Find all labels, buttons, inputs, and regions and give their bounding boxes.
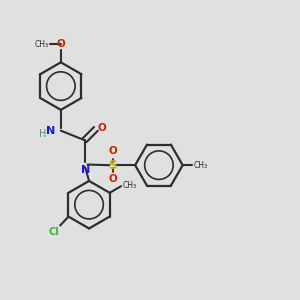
Text: Cl: Cl [48, 227, 59, 237]
Text: CH₃: CH₃ [34, 40, 48, 49]
Text: CH₃: CH₃ [122, 181, 136, 190]
Text: O: O [56, 39, 65, 49]
Text: O: O [98, 123, 106, 133]
Text: S: S [109, 159, 117, 172]
Text: O: O [109, 174, 117, 184]
Text: CH₃: CH₃ [194, 161, 208, 170]
Text: N: N [46, 126, 56, 136]
Text: N: N [81, 165, 90, 175]
Text: O: O [109, 146, 117, 156]
Text: H: H [39, 129, 46, 139]
